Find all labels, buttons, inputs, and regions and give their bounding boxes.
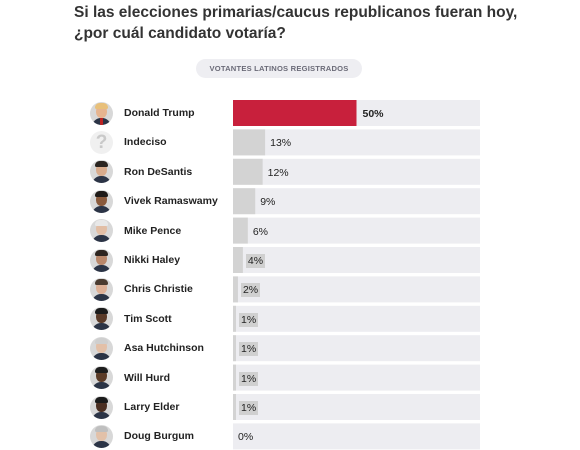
value-label: 4% xyxy=(245,254,266,268)
bar-track xyxy=(233,217,480,244)
value-label: 2% xyxy=(240,283,261,298)
value-label: 9% xyxy=(260,196,276,209)
bar xyxy=(233,158,263,185)
bar-track xyxy=(233,276,480,303)
desantis-avatar xyxy=(90,160,113,184)
value-label: 1% xyxy=(239,401,259,415)
bar-track xyxy=(233,364,480,391)
trump-avatar xyxy=(90,101,113,125)
bar-track xyxy=(233,129,480,156)
ramaswamy-avatar xyxy=(90,189,113,213)
value-label: 50% xyxy=(362,108,384,120)
bar-track xyxy=(233,305,480,332)
category-label: Doug Burgum xyxy=(124,430,194,443)
bar-track xyxy=(233,158,480,185)
elder-avatar xyxy=(90,395,113,419)
bar-track xyxy=(233,188,480,215)
bar xyxy=(233,100,357,126)
value-label: 6% xyxy=(252,225,268,238)
bar-track xyxy=(233,335,480,362)
category-label: Chris Christie xyxy=(124,283,193,296)
bar-track xyxy=(233,394,480,420)
bar xyxy=(233,394,236,420)
haley-avatar xyxy=(90,248,113,272)
hurd-avatar xyxy=(90,366,113,390)
hutchinson-avatar xyxy=(90,336,113,360)
scott-avatar xyxy=(90,307,113,331)
subtitle-pill: VOTANTES LATINOS REGISTRADOS xyxy=(196,59,362,78)
bar xyxy=(233,276,238,303)
bar xyxy=(233,305,236,332)
value-label: 12% xyxy=(267,166,289,179)
value-label: 1% xyxy=(239,312,259,327)
category-label: Larry Elder xyxy=(124,401,180,413)
burgum-avatar xyxy=(90,424,113,448)
christie-avatar xyxy=(90,277,113,301)
bar xyxy=(233,188,256,215)
bar xyxy=(233,364,236,391)
category-label: Ron DeSantis xyxy=(124,165,193,178)
value-label: 13% xyxy=(270,137,292,150)
bar xyxy=(233,335,236,362)
bar-track xyxy=(233,423,480,450)
category-label: Asa Hutchinson xyxy=(124,342,204,355)
category-label: Donald Trump xyxy=(124,107,195,119)
bar xyxy=(233,217,248,244)
category-label: Mike Pence xyxy=(124,224,182,237)
category-label: Vivek Ramaswamy xyxy=(124,195,218,208)
bar xyxy=(233,247,243,273)
chart-title: Si las elecciones primarias/caucus repub… xyxy=(74,4,518,42)
value-label: 1% xyxy=(239,371,259,386)
value-label: 1% xyxy=(239,342,259,357)
bar xyxy=(233,129,266,156)
category-label: Will Hurd xyxy=(124,371,170,384)
question-mark-icon: ? xyxy=(90,130,113,154)
category-label: Indeciso xyxy=(124,136,167,149)
pence-avatar xyxy=(90,219,113,243)
bar-track xyxy=(233,247,480,273)
value-label: 0% xyxy=(238,431,254,444)
category-label: Tim Scott xyxy=(124,312,172,325)
category-label: Nikki Haley xyxy=(124,254,181,266)
